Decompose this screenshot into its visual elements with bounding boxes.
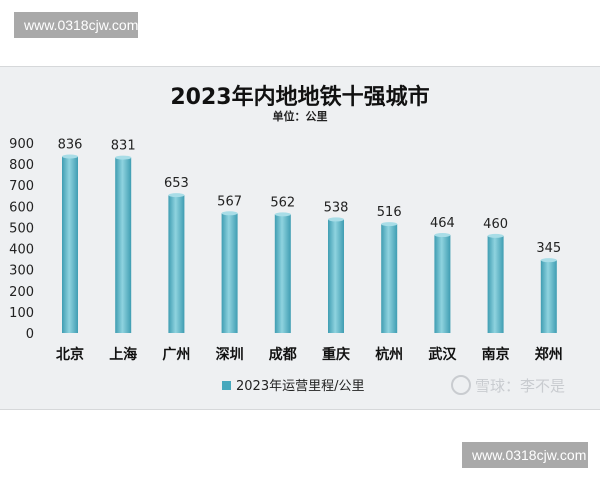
bar-cap xyxy=(221,211,238,216)
bar-cap xyxy=(381,222,398,227)
bar-chart: 2023年内地地铁十强城市 单位：公里 0 100 200 300 400 500 600 7… xyxy=(9,84,565,395)
x-tick-label: 深圳 xyxy=(216,346,244,363)
data-label: 464 xyxy=(430,216,455,231)
data-label: 345 xyxy=(536,241,561,256)
bar xyxy=(274,214,291,333)
bar-cap xyxy=(328,217,344,222)
bar-cap xyxy=(540,258,557,263)
bar xyxy=(115,157,132,333)
legend-swatch xyxy=(222,381,231,390)
legend-label: 2023年运营里程/公里 xyxy=(236,379,364,394)
data-label: 836 xyxy=(58,138,83,153)
bars xyxy=(62,154,557,333)
watermark-top: www.0318cjw.com xyxy=(14,12,138,38)
x-tick-label: 北京 xyxy=(56,346,84,363)
data-label: 516 xyxy=(377,205,402,220)
bar xyxy=(381,224,398,333)
y-tick-label: 600 xyxy=(9,200,34,215)
bar xyxy=(328,219,344,333)
bar xyxy=(434,235,451,333)
credit-watermark: 雪球：李不是 xyxy=(451,375,565,395)
x-axis: 北京 上海 广州 深圳 成都 重庆 杭州 武汉 南京 郑州 xyxy=(56,346,563,363)
y-tick-label: 800 xyxy=(9,158,34,173)
chart-title: 2023年内地地铁十强城市 xyxy=(170,84,429,110)
y-tick-label: 700 xyxy=(9,179,34,194)
data-label: 538 xyxy=(324,200,349,215)
y-tick-label: 900 xyxy=(9,137,34,152)
legend: 2023年运营里程/公里 xyxy=(222,379,364,394)
x-tick-label: 上海 xyxy=(109,346,137,363)
y-axis: 0 100 200 300 400 500 600 700 800 900 xyxy=(9,137,34,342)
x-tick-label: 成都 xyxy=(269,346,297,363)
chart-panel: 2023年内地地铁十强城市 单位：公里 0 100 200 300 400 500 600 7… xyxy=(0,66,600,410)
bar xyxy=(221,213,238,333)
data-labels: 836 831 653 567 562 538 516 464 460 345 xyxy=(58,138,562,257)
y-tick-label: 200 xyxy=(9,285,34,300)
x-tick-label: 重庆 xyxy=(322,346,350,363)
snowball-icon xyxy=(451,375,471,395)
y-tick-label: 100 xyxy=(9,306,34,321)
data-label: 567 xyxy=(217,194,242,209)
x-tick-label: 武汉 xyxy=(428,346,457,363)
data-label: 460 xyxy=(483,217,508,232)
x-tick-label: 杭州 xyxy=(375,346,403,363)
data-label: 562 xyxy=(270,195,295,210)
bar xyxy=(487,235,504,333)
bar-cap xyxy=(274,212,291,217)
y-tick-label: 400 xyxy=(9,243,34,258)
credit-text: 雪球：李不是 xyxy=(475,377,565,395)
data-label: 831 xyxy=(111,139,136,154)
x-tick-label: 郑州 xyxy=(535,346,563,363)
bar-cap xyxy=(62,154,78,159)
bar-cap xyxy=(115,155,132,160)
x-tick-label: 广州 xyxy=(162,346,190,363)
chart-subtitle: 单位：公里 xyxy=(273,109,328,123)
bar-cap xyxy=(168,193,185,198)
bar xyxy=(540,260,557,333)
bar-cap xyxy=(434,233,451,238)
watermark-bottom: www.0318cjw.com xyxy=(462,442,588,468)
y-tick-label: 0 xyxy=(26,327,34,342)
y-tick-label: 500 xyxy=(9,221,34,236)
bar-cap xyxy=(487,233,504,238)
bar xyxy=(62,156,78,333)
bar xyxy=(168,195,185,333)
x-tick-label: 南京 xyxy=(482,346,510,363)
y-tick-label: 300 xyxy=(9,264,34,279)
data-label: 653 xyxy=(164,176,189,191)
